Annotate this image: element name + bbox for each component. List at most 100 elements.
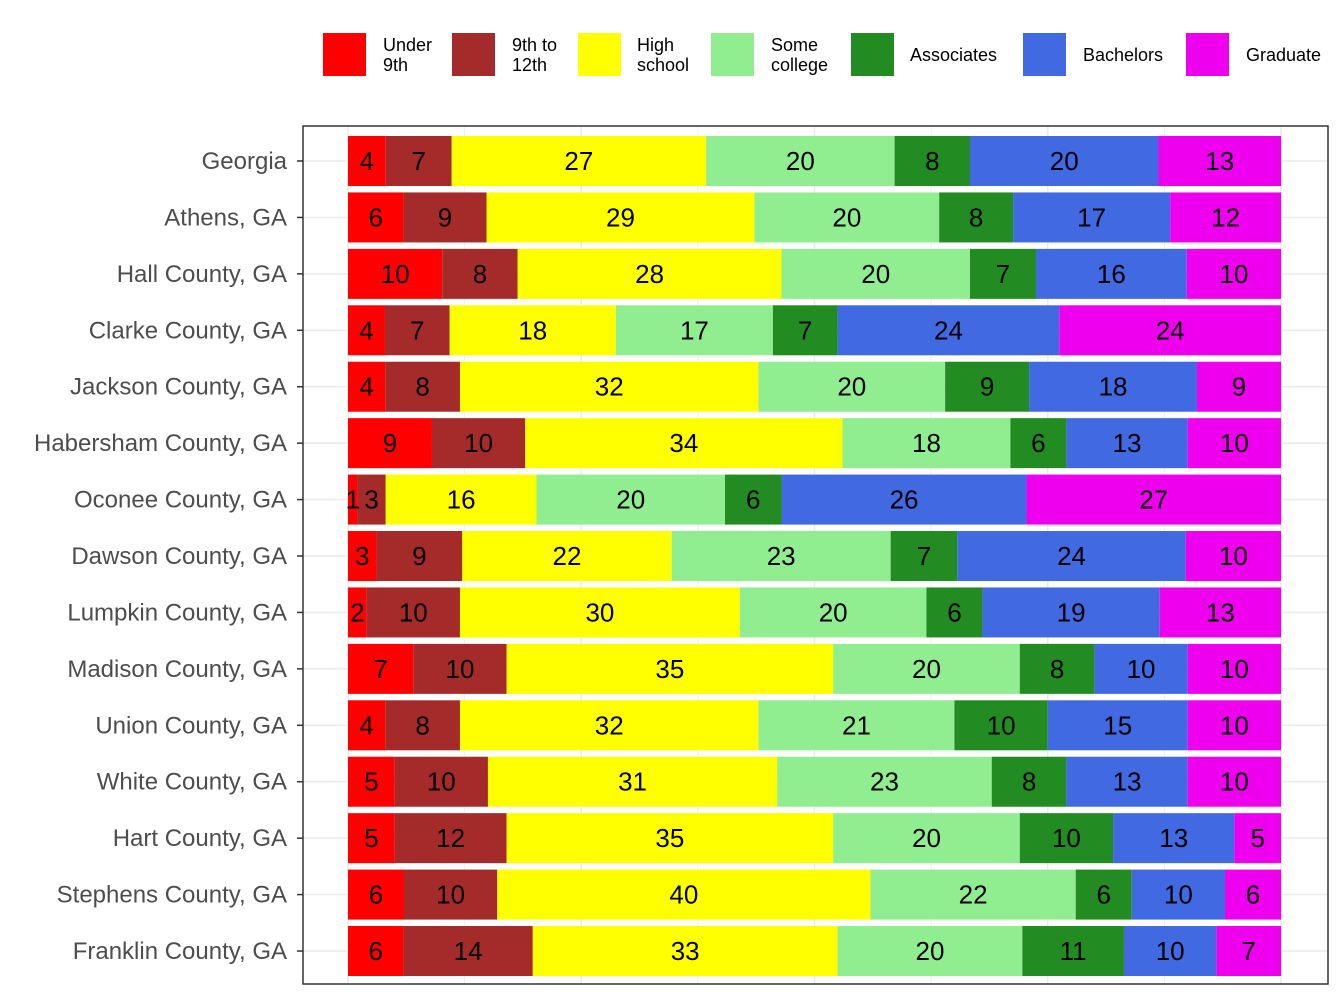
data-label: 6 — [1246, 880, 1260, 910]
legend-key — [578, 33, 621, 76]
y-tick-label: Franklin County, GA — [73, 938, 287, 965]
bar-segment — [413, 643, 507, 694]
bar-segment — [348, 587, 367, 638]
bar-segment — [706, 136, 895, 186]
data-label: 24 — [1057, 541, 1086, 571]
bar-segment — [758, 700, 955, 751]
data-label: 7 — [996, 259, 1010, 289]
bar-segment — [758, 361, 946, 412]
bar-segment — [348, 926, 404, 977]
data-label: 6 — [947, 597, 961, 627]
bar-segment — [1131, 869, 1226, 920]
bar-segment — [1035, 248, 1187, 299]
bar-segment — [394, 813, 507, 864]
bar-segment — [1066, 418, 1188, 469]
data-label: 10 — [427, 767, 456, 797]
data-label: 8 — [415, 710, 429, 740]
data-label: 3 — [355, 541, 369, 571]
data-label: 10 — [445, 654, 474, 684]
bar-segment — [348, 361, 386, 412]
legend-key — [1186, 33, 1229, 76]
data-label: 5 — [1250, 823, 1264, 853]
bar-segment — [1170, 192, 1281, 243]
bar-segment — [1019, 643, 1095, 694]
bar-segment — [348, 305, 385, 356]
data-label: 12 — [1211, 202, 1240, 232]
data-label: 40 — [669, 880, 698, 910]
data-label: 17 — [1077, 202, 1106, 232]
data-label: 20 — [832, 202, 861, 232]
data-label: 10 — [1220, 428, 1249, 458]
bar-segment — [1075, 869, 1132, 920]
data-label: 9 — [412, 541, 426, 571]
bar-segment — [1047, 700, 1188, 751]
data-label: 22 — [553, 541, 582, 571]
bar-segment — [517, 248, 782, 299]
data-label: 18 — [1099, 372, 1128, 402]
data-label: 26 — [890, 485, 919, 515]
bar-segment — [957, 531, 1186, 582]
data-label: 20 — [1050, 146, 1079, 176]
data-label: 13 — [1206, 597, 1235, 627]
plot-border — [302, 125, 1329, 985]
data-label: 12 — [436, 823, 465, 853]
data-label: 23 — [870, 767, 899, 797]
bar-segment — [1185, 531, 1281, 582]
bar-segment — [376, 531, 463, 582]
bar-segment — [772, 305, 838, 356]
data-label: 32 — [595, 710, 624, 740]
bar-segment — [1159, 587, 1281, 638]
bar-segment — [384, 305, 450, 356]
bar-segment — [532, 926, 838, 977]
data-label: 20 — [837, 372, 866, 402]
bar-segment — [506, 643, 834, 694]
data-label: 6 — [368, 202, 382, 232]
data-label: 10 — [1220, 654, 1249, 684]
data-label: 10 — [436, 880, 465, 910]
data-label: 29 — [606, 202, 635, 232]
bar-segment — [1059, 305, 1281, 356]
legend-key — [1023, 33, 1066, 76]
data-label: 7 — [373, 654, 387, 684]
bar-segment — [1234, 813, 1281, 864]
bar-segment — [1158, 136, 1281, 186]
bar-segment — [497, 869, 871, 920]
data-label: 24 — [934, 315, 963, 345]
y-tick-label: Lumpkin County, GA — [67, 599, 287, 626]
bar-segment — [403, 869, 498, 920]
data-label: 8 — [415, 372, 429, 402]
data-label: 2 — [350, 597, 364, 627]
data-label: 20 — [912, 654, 941, 684]
bar-segment — [926, 587, 983, 638]
bar-segment — [777, 756, 992, 807]
bar-segment — [348, 700, 386, 751]
legend-label: Under 9th — [383, 35, 432, 75]
bar-segment — [739, 587, 927, 638]
data-label: 6 — [369, 880, 383, 910]
data-label: 5 — [364, 823, 378, 853]
data-label: 13 — [1205, 146, 1234, 176]
data-label: 10 — [1164, 880, 1193, 910]
bar-segment — [1013, 192, 1171, 243]
data-label: 10 — [1156, 936, 1185, 966]
legend-key — [452, 33, 495, 76]
data-label: 9 — [383, 428, 397, 458]
data-label: 7 — [410, 315, 424, 345]
data-label: 19 — [1057, 597, 1086, 627]
y-axis: Georgia Athens, GA Hall County, GA Clarke C… — [34, 148, 303, 965]
data-label: 8 — [473, 259, 487, 289]
bar-segment — [348, 756, 395, 807]
bar-segment — [385, 700, 460, 751]
bar-segment — [506, 813, 834, 864]
legend-key — [711, 33, 754, 76]
data-label: 27 — [1139, 485, 1168, 515]
bar-segment — [1029, 361, 1198, 412]
y-tick-label: Hall County, GA — [117, 261, 287, 288]
data-label: 8 — [1022, 767, 1036, 797]
bar-segment — [1066, 756, 1188, 807]
bar-segment — [348, 531, 377, 582]
data-label: 13 — [1113, 428, 1142, 458]
data-label: 31 — [618, 767, 647, 797]
data-label: 6 — [1096, 880, 1110, 910]
data-label: 9 — [438, 202, 452, 232]
